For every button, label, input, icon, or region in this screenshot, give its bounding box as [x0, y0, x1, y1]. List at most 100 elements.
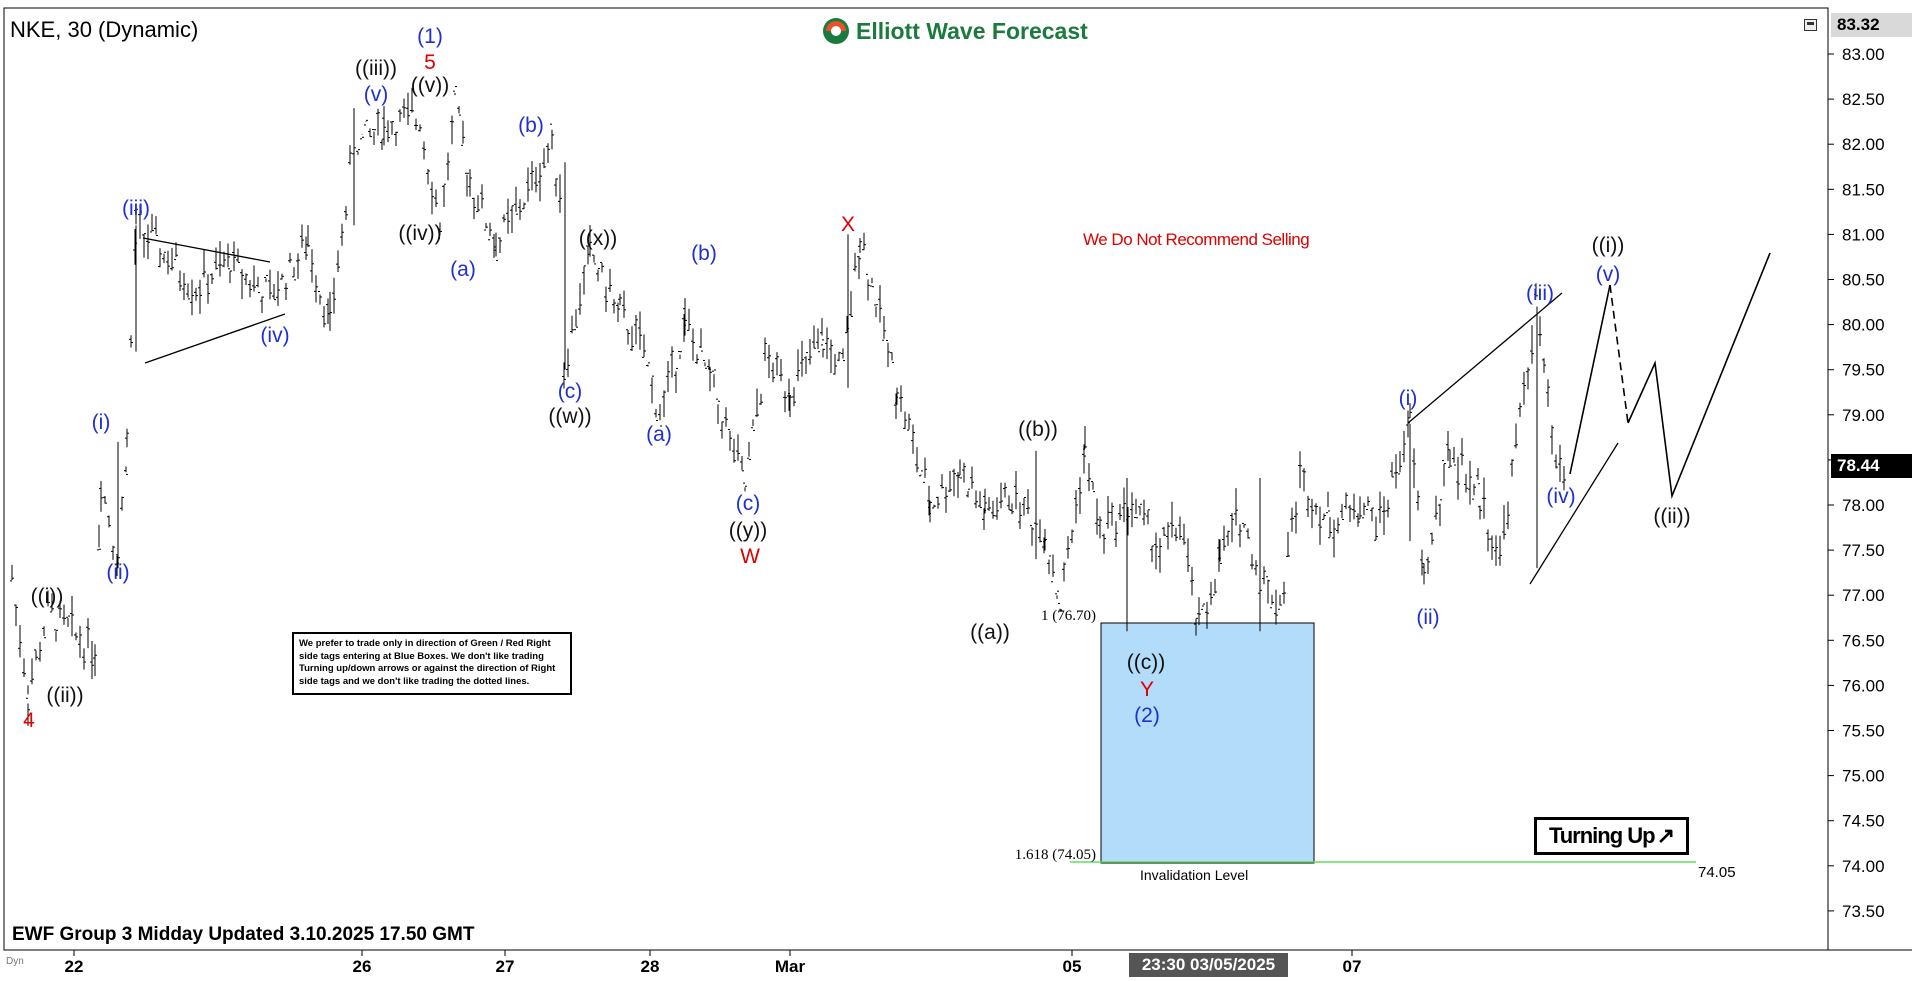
price-bar: [364, 119, 368, 126]
price-tick-label: 79.00: [1842, 406, 1885, 425]
price-bar: [800, 340, 804, 377]
price-bar: [538, 162, 542, 202]
price-bar: [1286, 532, 1290, 558]
price-bar: [1494, 535, 1498, 566]
price-bar: [1318, 506, 1322, 545]
price-bar: [226, 243, 230, 268]
price-bar: [284, 282, 288, 300]
price-bar: [654, 408, 658, 422]
price-bar: [446, 152, 450, 181]
price-bar: [1356, 513, 1360, 527]
price-bar: [829, 339, 833, 374]
price-bar: [562, 362, 566, 389]
price-bar: [1282, 581, 1286, 604]
price-bar: [142, 233, 146, 258]
price-bar: [808, 338, 812, 365]
price-bar: [767, 344, 771, 379]
price-bar: [1442, 460, 1446, 487]
price-bar: [1213, 578, 1217, 596]
wave-label: ((w)): [548, 405, 591, 428]
price-bar: [932, 504, 936, 509]
price-bar: [1290, 507, 1294, 532]
crosshair-date: 23:30 03/05/2025: [1129, 953, 1288, 977]
price-bar: [314, 275, 318, 303]
price-bar: [1222, 525, 1226, 551]
price-bar: [1234, 488, 1238, 526]
price-bar: [304, 236, 308, 260]
price-bar: [228, 268, 232, 284]
price-bar: [1047, 555, 1051, 575]
price-bar: [1158, 537, 1162, 573]
time-tick-label: 07: [1343, 957, 1362, 976]
price-bar: [322, 306, 326, 328]
price-bar: [578, 283, 582, 315]
price-tick-label: 80.50: [1842, 271, 1885, 290]
price-bar: [1546, 379, 1550, 407]
price-bar: [1118, 503, 1122, 520]
price-bar: [987, 497, 991, 511]
price-bar: [438, 222, 442, 239]
price-bar: [600, 261, 604, 273]
price-bar: [728, 429, 732, 451]
price-bar: [434, 189, 438, 207]
wave-label: (b): [691, 242, 717, 265]
wave-label: (a): [450, 258, 476, 281]
price-bar: [186, 283, 190, 300]
price-bar: [465, 172, 469, 197]
price-bar: [1238, 524, 1242, 548]
price-bar: [1336, 517, 1340, 534]
price-bar: [26, 697, 30, 726]
price-bar: [1043, 529, 1047, 551]
price-bar: [608, 268, 612, 293]
price-bar: [386, 120, 390, 143]
price-bar: [712, 369, 716, 388]
price-bar: [394, 131, 398, 146]
invalidation-value: 74.05: [1698, 864, 1736, 881]
price-bar: [866, 273, 870, 301]
time-tick-label: 26: [353, 957, 372, 976]
price-bar: [457, 106, 461, 116]
price-bar: [480, 184, 484, 209]
price-bar: [1386, 499, 1390, 518]
price-bar: [650, 375, 654, 404]
wave-label: (ii): [1416, 606, 1439, 629]
price-bar: [1554, 454, 1558, 469]
price-tick-label: 74.50: [1842, 812, 1885, 831]
price-bar: [1146, 509, 1150, 525]
price-tick-label: 78.00: [1842, 496, 1885, 515]
price-bar: [1102, 533, 1106, 554]
price-bar: [348, 145, 352, 165]
price-bar: [966, 488, 970, 498]
price-bar: [125, 428, 129, 448]
price-bar: [849, 291, 853, 317]
price-bar: [759, 393, 763, 406]
price-bar: [788, 393, 792, 418]
price-bar: [402, 98, 406, 118]
price-bar: [138, 204, 142, 239]
price-bar: [107, 515, 111, 528]
price-bar: [703, 359, 707, 369]
price-bar: [948, 470, 952, 493]
pattern-lines: [142, 237, 1619, 585]
price-bar: [554, 178, 558, 197]
price-bar: [940, 474, 944, 489]
price-bar: [336, 250, 340, 272]
price-bar: [210, 273, 214, 285]
price-bar: [1062, 562, 1066, 582]
price-bar: [999, 482, 1003, 509]
price-bar: [899, 385, 903, 412]
price-bar: [1218, 539, 1222, 564]
price-bar: [296, 253, 300, 279]
window-icon[interactable]: [1804, 19, 1817, 31]
price-bar: [1430, 532, 1434, 545]
price-bar: [1007, 495, 1011, 511]
price-bar: [1422, 563, 1426, 585]
price-tick-label: 79.50: [1842, 361, 1885, 380]
price-bar: [1254, 560, 1258, 576]
price-bar: [626, 329, 630, 345]
price-bar: [1170, 501, 1174, 538]
price-bar: [1522, 371, 1526, 405]
price-bar: [214, 247, 218, 270]
price-tick-label: 76.00: [1842, 676, 1885, 695]
